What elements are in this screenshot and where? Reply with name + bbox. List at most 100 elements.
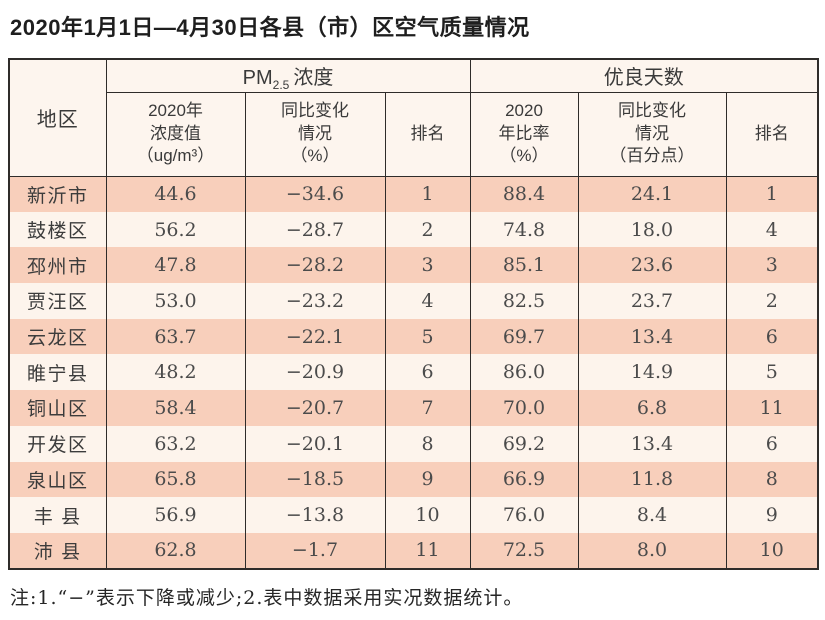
ratio-change-cell: 8.0 bbox=[577, 532, 727, 569]
rank-cell: 6 bbox=[725, 318, 819, 355]
pm-change-cell: −20.1 bbox=[244, 425, 386, 462]
ratio-cell: 70.0 bbox=[469, 390, 579, 426]
pm-rank-cell: 6 bbox=[384, 354, 471, 391]
pm-value-cell: 63.2 bbox=[105, 425, 246, 462]
ratio-change-cell: 23.6 bbox=[577, 247, 727, 284]
pm-change-cell: −28.7 bbox=[244, 211, 386, 248]
rank-cell: 8 bbox=[725, 461, 819, 498]
ratio-cell: 82.5 bbox=[469, 283, 579, 319]
pm-change-cell: −34.6 bbox=[244, 176, 386, 212]
rank-cell: 1 bbox=[725, 176, 819, 212]
ratio-cell: 69.7 bbox=[469, 318, 579, 355]
region-cell: 睢宁县 bbox=[8, 354, 107, 391]
rank-cell: 3 bbox=[725, 247, 819, 284]
header-group-row: 地区 PM2.5 浓度 优良天数 bbox=[8, 59, 819, 177]
region-cell: 新沂市 bbox=[8, 176, 107, 212]
ratio-cell: 76.0 bbox=[469, 497, 579, 533]
header-sub-row: 2020年 浓度值 （ug/m³） 同比变化 情况 （%） 排名 2020 年比… bbox=[9, 92, 819, 177]
ratio-change-cell: 18.0 bbox=[577, 211, 727, 248]
table-row: 云龙区 63.7 −22.1 5 69.7 13.4 6 bbox=[8, 318, 819, 355]
rank-cell: 2 bbox=[725, 283, 819, 319]
ratio-cell: 85.1 bbox=[469, 247, 579, 284]
ratio-cell: 88.4 bbox=[469, 176, 579, 212]
pm-rank-cell: 11 bbox=[384, 532, 471, 569]
pm-rank-cell: 9 bbox=[384, 461, 471, 498]
pm-value-cell: 56.9 bbox=[105, 497, 246, 533]
ratio-change-cell: 11.8 bbox=[577, 461, 727, 498]
region-cell: 丰 县 bbox=[8, 497, 107, 533]
pm-value-cell: 47.8 bbox=[105, 247, 246, 284]
ratio-cell: 86.0 bbox=[469, 354, 579, 391]
region-cell: 沛 县 bbox=[8, 532, 107, 569]
ratio-change-cell: 14.9 bbox=[577, 354, 727, 391]
pm-change-cell: −22.1 bbox=[244, 318, 386, 355]
col-group-good-days: 优良天数 bbox=[469, 59, 819, 93]
pm-rank-cell: 5 bbox=[384, 318, 471, 355]
pm-value-cell: 56.2 bbox=[105, 211, 246, 248]
table-row: 贾汪区 53.0 −23.2 4 82.5 23.7 2 bbox=[8, 283, 819, 319]
table-row: 沛 县 62.8 −1.7 11 72.5 8.0 10 bbox=[8, 532, 819, 569]
table-row: 开发区 63.2 −20.1 8 69.2 13.4 6 bbox=[8, 425, 819, 462]
region-cell: 邳州市 bbox=[8, 247, 107, 284]
pm-rank-cell: 3 bbox=[384, 247, 471, 284]
col-header-good-rank: 排名 bbox=[725, 92, 819, 177]
rank-cell: 5 bbox=[725, 354, 819, 391]
region-cell: 铜山区 bbox=[8, 390, 107, 426]
ratio-change-cell: 6.8 bbox=[577, 390, 727, 426]
pm-value-cell: 63.7 bbox=[105, 318, 246, 355]
pm-value-cell: 44.6 bbox=[105, 176, 246, 212]
table-row: 鼓楼区 56.2 −28.7 2 74.8 18.0 4 bbox=[8, 211, 819, 248]
rank-cell: 9 bbox=[725, 497, 819, 533]
pm-value-cell: 58.4 bbox=[105, 390, 246, 426]
pm-value-cell: 62.8 bbox=[105, 532, 246, 569]
ratio-change-cell: 13.4 bbox=[577, 425, 727, 462]
pm-value-cell: 48.2 bbox=[105, 354, 246, 391]
table-row: 泉山区 65.8 −18.5 9 66.9 11.8 8 bbox=[8, 461, 819, 498]
col-header-pm-rank: 排名 bbox=[384, 92, 471, 177]
ratio-cell: 66.9 bbox=[469, 461, 579, 498]
pm-rank-cell: 1 bbox=[384, 176, 471, 212]
ratio-change-cell: 23.7 bbox=[577, 283, 727, 319]
page-title: 2020年1月1日—4月30日各县（市）区空气质量情况 bbox=[10, 15, 530, 40]
pm-value-cell: 53.0 bbox=[105, 283, 246, 319]
pm-rank-cell: 8 bbox=[384, 425, 471, 462]
table-row: 新沂市 44.6 −34.6 1 88.4 24.1 1 bbox=[8, 176, 819, 212]
pm-change-cell: −1.7 bbox=[244, 532, 386, 569]
col-header-region: 地区 bbox=[8, 59, 107, 177]
pm25-label: PM2.5 浓度 bbox=[242, 67, 334, 92]
table-row: 睢宁县 48.2 −20.9 6 86.0 14.9 5 bbox=[8, 354, 819, 391]
pm-change-cell: −20.7 bbox=[244, 390, 386, 426]
region-cell: 鼓楼区 bbox=[8, 211, 107, 248]
air-quality-table: 地区 PM2.5 浓度 优良天数 2020年 浓度值 （ug/m³） 同比变化 情… bbox=[8, 58, 820, 570]
table-row: 铜山区 58.4 −20.7 7 70.0 6.8 11 bbox=[8, 390, 819, 426]
rank-cell: 10 bbox=[725, 532, 819, 569]
ratio-cell: 69.2 bbox=[469, 425, 579, 462]
table-row: 丰 县 56.9 −13.8 10 76.0 8.4 9 bbox=[8, 497, 819, 533]
pm-value-cell: 65.8 bbox=[105, 461, 246, 498]
pm-change-cell: −28.2 bbox=[244, 247, 386, 284]
rank-cell: 11 bbox=[725, 390, 819, 426]
table-row: 邳州市 47.8 −28.2 3 85.1 23.6 3 bbox=[8, 247, 819, 284]
pm-rank-cell: 2 bbox=[384, 211, 471, 248]
ratio-change-cell: 13.4 bbox=[577, 318, 727, 355]
col-header-ratio: 2020 年比率 （%） bbox=[469, 92, 579, 177]
pm-rank-cell: 7 bbox=[384, 390, 471, 426]
pm-change-cell: −23.2 bbox=[244, 283, 386, 319]
ratio-cell: 72.5 bbox=[469, 532, 579, 569]
pm-rank-cell: 10 bbox=[384, 497, 471, 533]
rank-cell: 6 bbox=[725, 425, 819, 462]
col-header-ratio-change: 同比变化 情况 （百分点） bbox=[577, 92, 727, 177]
pm-change-cell: −18.5 bbox=[244, 461, 386, 498]
region-cell: 泉山区 bbox=[8, 461, 107, 498]
col-group-pm25: PM2.5 浓度 bbox=[105, 59, 471, 93]
footnote: 注:1.“−”表示下降或减少;2.表中数据采用实况数据统计。 bbox=[10, 586, 524, 609]
ratio-change-cell: 8.4 bbox=[577, 497, 727, 533]
col-header-pm-change: 同比变化 情况 （%） bbox=[244, 92, 386, 177]
pm-change-cell: −20.9 bbox=[244, 354, 386, 391]
region-cell: 云龙区 bbox=[8, 318, 107, 355]
ratio-change-cell: 24.1 bbox=[577, 176, 727, 212]
region-cell: 贾汪区 bbox=[8, 283, 107, 319]
pm-rank-cell: 4 bbox=[384, 283, 471, 319]
pm-change-cell: −13.8 bbox=[244, 497, 386, 533]
